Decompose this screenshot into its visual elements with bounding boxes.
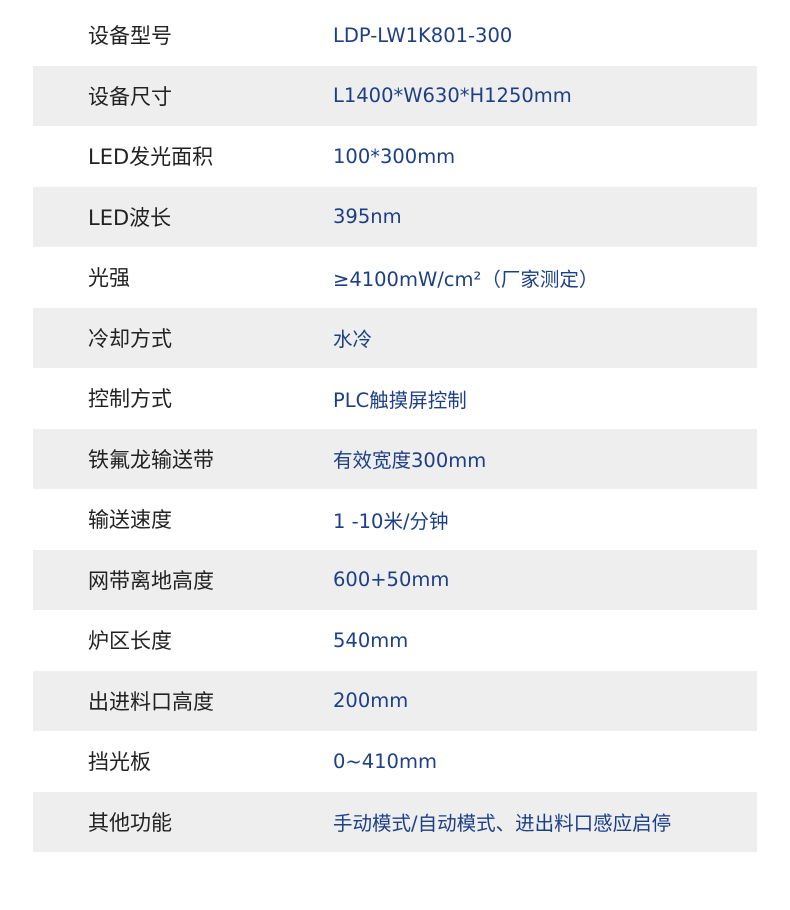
spec-value: 0~410mm <box>333 749 437 773</box>
spec-row: 铁氟龙输送带 有效宽度300mm <box>33 428 757 489</box>
spec-label: 设备型号 <box>88 24 172 49</box>
spec-row: 出进料口高度 200mm <box>33 670 757 731</box>
spec-row: 设备尺寸 L1400*W630*H1250mm <box>33 65 757 126</box>
spec-label: 出进料口高度 <box>88 689 214 714</box>
spec-value: 100*300mm <box>333 144 456 168</box>
spec-value: 395nm <box>333 205 402 229</box>
spec-label: 挡光板 <box>88 750 151 775</box>
spec-label: LED波长 <box>88 205 172 230</box>
spec-table: 设备型号 LDP-LW1K801-300 设备尺寸 L1400*W630*H1250m… <box>33 5 757 852</box>
spec-row: 炉区长度 540mm <box>33 610 757 671</box>
spec-value: 有效宽度300mm <box>333 449 487 473</box>
spec-value: 540mm <box>333 628 409 652</box>
spec-row: 其他功能 手动模式/自动模式、进出料口感应启停 <box>33 791 757 852</box>
spec-value: 1 -10米/分钟 <box>333 509 449 533</box>
spec-row: 光强 ≥4100mW/cm²（厂家测定） <box>33 247 757 308</box>
spec-label: 网带离地高度 <box>88 568 214 593</box>
spec-value: 水冷 <box>333 328 373 352</box>
spec-label: 控制方式 <box>88 387 172 412</box>
spec-label: 铁氟龙输送带 <box>88 447 214 472</box>
spec-label: LED发光面积 <box>88 145 214 170</box>
spec-label: 冷却方式 <box>88 326 172 351</box>
spec-label: 炉区长度 <box>88 629 172 654</box>
spec-value: ≥4100mW/cm²（厂家测定） <box>333 267 599 291</box>
spec-row: 冷却方式 水冷 <box>33 307 757 368</box>
spec-value: L1400*W630*H1250mm <box>333 84 572 108</box>
spec-label: 光强 <box>88 266 130 291</box>
spec-row: 设备型号 LDP-LW1K801-300 <box>33 5 757 66</box>
spec-row: 控制方式 PLC触摸屏控制 <box>33 368 757 429</box>
spec-label: 其他功能 <box>88 810 172 835</box>
spec-row: LED波长 395nm <box>33 186 757 247</box>
spec-value: 600+50mm <box>333 568 450 592</box>
spec-value: 200mm <box>333 689 409 713</box>
spec-label: 设备尺寸 <box>88 84 172 109</box>
spec-value: LDP-LW1K801-300 <box>333 23 513 47</box>
spec-row: 输送速度 1 -10米/分钟 <box>33 489 757 550</box>
spec-value: PLC触摸屏控制 <box>333 388 467 412</box>
spec-value: 手动模式/自动模式、进出料口感应启停 <box>333 812 672 836</box>
spec-row: 挡光板 0~410mm <box>33 731 757 792</box>
spec-label: 输送速度 <box>88 508 172 533</box>
spec-row: 网带离地高度 600+50mm <box>33 549 757 610</box>
spec-row: LED发光面积 100*300mm <box>33 126 757 187</box>
